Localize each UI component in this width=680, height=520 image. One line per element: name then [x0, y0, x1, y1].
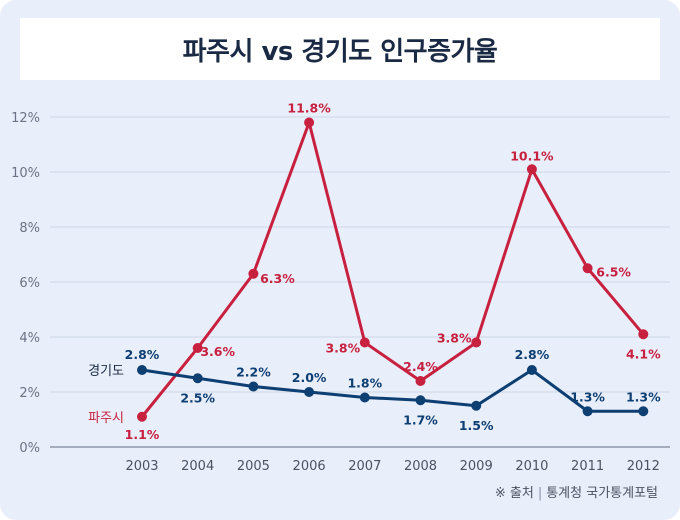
- source-note: ※ 출처 | 통계청 국가통계포털: [495, 482, 658, 501]
- x-tick-label: 2007: [348, 459, 381, 474]
- data-point: [471, 337, 482, 348]
- data-point: [582, 263, 593, 274]
- x-tick-label: 2004: [181, 459, 214, 474]
- series-line-paju: [140, 121, 645, 418]
- data-point: [415, 376, 426, 386]
- y-tick-label: 6%: [19, 276, 40, 291]
- data-label: 3.6%: [200, 344, 235, 359]
- title-box: 파주시 vs 경기도 인구증가율: [20, 18, 660, 80]
- y-tick-label: 0%: [19, 441, 40, 456]
- data-point: [248, 268, 259, 279]
- data-point: [304, 387, 315, 397]
- data-label: 2.2%: [236, 365, 271, 380]
- x-tick-label: 2009: [460, 459, 493, 474]
- data-label: 6.3%: [260, 271, 295, 286]
- y-tick-label: 4%: [19, 331, 40, 346]
- data-label: 1.3%: [626, 389, 661, 404]
- data-label: 11.8%: [287, 101, 331, 116]
- data-label: 1.1%: [125, 427, 160, 442]
- data-label: 2.0%: [292, 370, 327, 385]
- x-tick-label: 2003: [125, 459, 158, 474]
- source-separator: |: [537, 486, 543, 501]
- source-text: 통계청 국가통계포털: [546, 486, 658, 501]
- series-line-gyeonggi: [141, 368, 644, 413]
- y-tick-label: 2%: [19, 386, 40, 401]
- data-point: [192, 343, 203, 353]
- data-point: [471, 400, 482, 411]
- data-label: 2.8%: [515, 347, 550, 362]
- x-tick-label: 2006: [293, 459, 326, 474]
- y-tick-label: 12%: [11, 111, 40, 126]
- data-label: 6.5%: [596, 264, 631, 279]
- series-name-label: 경기도: [88, 364, 124, 379]
- data-point: [638, 329, 649, 340]
- data-point: [582, 406, 593, 417]
- data-point: [359, 392, 370, 403]
- x-tick-label: 2011: [571, 459, 604, 474]
- data-label: 2.5%: [180, 390, 215, 405]
- data-point: [359, 337, 370, 348]
- y-tick-label: 10%: [11, 166, 40, 181]
- x-tick-label: 2005: [237, 459, 270, 474]
- data-point: [526, 164, 537, 175]
- data-label: 1.8%: [347, 376, 382, 391]
- y-tick-label: 8%: [19, 221, 40, 236]
- x-tick-label: 2010: [515, 459, 548, 474]
- chart-title: 파주시 vs 경기도 인구증가율: [182, 36, 498, 67]
- data-point: [526, 365, 537, 375]
- data-point: [192, 373, 203, 384]
- data-label: 1.3%: [570, 389, 605, 404]
- data-point: [248, 381, 259, 392]
- x-tick-label: 2012: [627, 459, 660, 474]
- data-label: 1.5%: [459, 418, 494, 433]
- x-tick-label: 2008: [404, 459, 437, 474]
- data-label: 1.7%: [403, 412, 438, 427]
- data-label: 3.8%: [325, 341, 360, 356]
- data-label: 4.1%: [626, 346, 661, 361]
- data-label: 10.1%: [510, 148, 554, 163]
- data-point: [137, 411, 147, 422]
- data-label: 3.8%: [437, 331, 472, 346]
- data-point: [415, 395, 426, 406]
- series-name-label: 파주시: [88, 411, 124, 426]
- data-label: 2.4%: [403, 359, 438, 374]
- data-point: [304, 117, 315, 128]
- source-prefix: ※ 출처: [494, 486, 534, 501]
- data-label: 2.8%: [125, 347, 160, 362]
- data-point: [638, 406, 649, 417]
- data-point: [137, 365, 147, 375]
